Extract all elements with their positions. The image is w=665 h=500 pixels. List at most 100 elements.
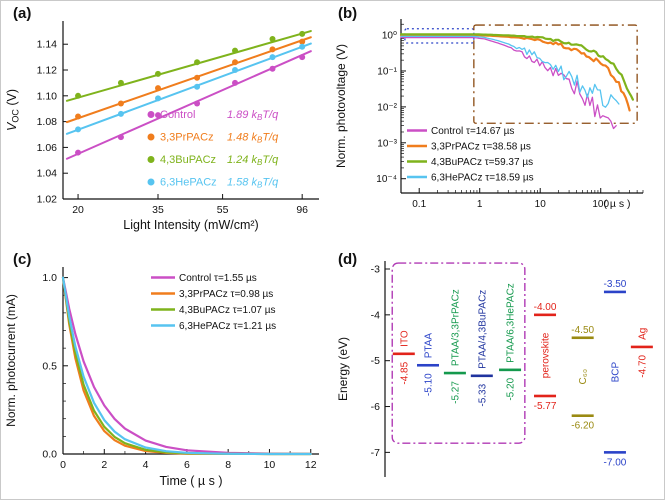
series-a	[65, 30, 312, 160]
axes-a: 1.02 1.04 1.06 1.08 1.10 1.12 1.14 20 35 55 96 Ligh…	[5, 21, 319, 232]
svg-text:PTAA/4,3BuPACz: PTAA/4,3BuPACz	[477, 290, 488, 369]
svg-text:10⁻⁴: 10⁻⁴	[376, 174, 397, 185]
svg-text:10⁻²: 10⁻²	[377, 102, 397, 113]
svg-text:6,3HePACz τ=18.59 µs: 6,3HePACz τ=18.59 µs	[431, 173, 534, 184]
svg-text:-5.10: -5.10	[424, 373, 435, 396]
energy-level-bar	[392, 352, 415, 356]
svg-text:0: 0	[60, 459, 66, 471]
svg-text:1.08: 1.08	[37, 116, 58, 128]
svg-text:1.0: 1.0	[42, 272, 57, 284]
svg-text:1: 1	[477, 199, 483, 210]
svg-text:100: 100	[592, 199, 609, 210]
svg-text:96: 96	[296, 204, 308, 216]
svg-text:-3.50: -3.50	[604, 279, 627, 290]
svg-text:1.24 kBT/q: 1.24 kBT/q	[227, 154, 279, 167]
svg-text:-5.20: -5.20	[506, 377, 517, 400]
svg-text:2: 2	[101, 459, 107, 471]
svg-text:1.10: 1.10	[37, 90, 58, 102]
svg-text:3,3PrPACz: 3,3PrPACz	[160, 132, 214, 144]
svg-text:1.89 kBT/q: 1.89 kBT/q	[227, 109, 279, 122]
svg-text:6,3HePACz τ=1.21 µs: 6,3HePACz τ=1.21 µs	[179, 321, 276, 332]
svg-text:35: 35	[152, 204, 164, 216]
svg-text:10⁻³: 10⁻³	[377, 138, 397, 149]
svg-text:-4.70: -4.70	[637, 354, 648, 377]
energy-level-bar	[571, 336, 594, 340]
transient-photovoltage-chart: 10⁰ 10⁻¹ 10⁻² 10⁻³ 10⁻⁴ 0.1 1 10 100( µ s ) Norm.…	[334, 19, 644, 210]
svg-text:-7: -7	[371, 447, 380, 459]
svg-text:6: 6	[184, 459, 190, 471]
svg-text:Control τ=1.55 µs: Control τ=1.55 µs	[179, 273, 257, 284]
htl-highlight-box	[391, 262, 526, 444]
annotation-boxes	[404, 24, 638, 124]
svg-text:BCP: BCP	[610, 362, 621, 383]
energy-level-bar	[499, 368, 522, 372]
energy-levels: -4.85 ITO -5.10 PTAA -5.27 PTAA/3,3PrPACz -5.3…	[392, 279, 653, 468]
svg-text:10: 10	[535, 199, 547, 210]
svg-text:-5.33: -5.33	[477, 383, 488, 406]
axes-d: -3 -4 -5 -6 -7 Energy (eV)	[336, 261, 390, 477]
energy-level-bar	[470, 374, 493, 378]
svg-text:-6: -6	[371, 401, 380, 413]
svg-text:-7.00: -7.00	[604, 457, 627, 468]
svg-text:PTAA/3,3PrPACz: PTAA/3,3PrPACz	[450, 289, 461, 366]
transient-photocurrent-chart: 0.0 0.5 1.0 0 2 4 6 8 10 12 Time ( µ s ) Norm. phot…	[4, 267, 319, 488]
legend-a: Control 1.89 kBT/q 3,3PrPACz 1.48 kBT/q 4,3B…	[147, 109, 279, 190]
svg-text:-4.00: -4.00	[534, 302, 557, 313]
energy-level-bar	[534, 313, 557, 317]
svg-text:perovskite: perovskite	[541, 332, 552, 378]
energy-level-bar	[534, 394, 557, 398]
series-c	[61, 276, 312, 456]
svg-text:0.0: 0.0	[42, 449, 57, 461]
svg-text:( µ s ): ( µ s )	[603, 198, 630, 210]
svg-text:Control τ=14.67 µs: Control τ=14.67 µs	[431, 126, 514, 137]
svg-text:-6.20: -6.20	[571, 421, 594, 432]
axes-b: 10⁰ 10⁻¹ 10⁻² 10⁻³ 10⁻⁴ 0.1 1 10 100( µ s ) Norm.…	[334, 19, 644, 210]
voc-light-intensity-chart: 1.02 1.04 1.06 1.08 1.10 1.12 1.14 20 35 55 96 Ligh…	[5, 21, 319, 232]
svg-text:0.5: 0.5	[42, 360, 57, 372]
panel-c-label: (c)	[13, 251, 32, 268]
svg-text:VOC (V): VOC (V)	[5, 89, 21, 131]
svg-text:-5: -5	[371, 355, 380, 367]
energy-level-bar	[603, 290, 626, 294]
svg-text:-5.77: -5.77	[534, 401, 557, 412]
svg-text:Norm. photovoltage (V): Norm. photovoltage (V)	[334, 44, 348, 168]
svg-text:-3: -3	[371, 264, 380, 276]
svg-text:ITO: ITO	[399, 330, 410, 347]
svg-text:-4.50: -4.50	[571, 325, 594, 336]
energy-level-diagram: -3 -4 -5 -6 -7 Energy (eV) -4.85 ITO -5.10 PTAA -5…	[336, 261, 653, 477]
svg-text:0.1: 0.1	[412, 199, 426, 210]
svg-text:4,3BuPACz τ=59.37 µs: 4,3BuPACz τ=59.37 µs	[431, 157, 533, 168]
svg-text:1.14: 1.14	[37, 39, 58, 51]
svg-text:Light Intensity (mW/cm²): Light Intensity (mW/cm²)	[123, 218, 258, 232]
svg-text:Energy (eV): Energy (eV)	[336, 337, 350, 401]
svg-text:1.48 kBT/q: 1.48 kBT/q	[227, 132, 279, 145]
svg-text:10⁻¹: 10⁻¹	[377, 66, 397, 77]
svg-text:8: 8	[225, 459, 231, 471]
svg-text:PTAA/6,3HePACz: PTAA/6,3HePACz	[506, 283, 517, 363]
svg-text:Time ( µ s ): Time ( µ s )	[160, 474, 223, 488]
svg-text:55: 55	[217, 204, 229, 216]
energy-level-bar	[443, 371, 466, 375]
svg-text:6,3HePACz: 6,3HePACz	[160, 177, 217, 189]
panel-a-label: (a)	[13, 5, 32, 22]
energy-level-bar	[417, 363, 440, 367]
svg-text:10⁰: 10⁰	[382, 31, 397, 42]
svg-text:1.06: 1.06	[37, 142, 58, 154]
energy-level-bar	[630, 345, 653, 349]
svg-text:20: 20	[72, 204, 84, 216]
svg-text:1.12: 1.12	[37, 65, 58, 77]
energy-level-bar	[603, 451, 626, 454]
legend-b: Control τ=14.67 µs 3,3PrPACz τ=38.58 µs 4,…	[407, 126, 534, 184]
panel-d-label: (d)	[338, 251, 358, 268]
svg-text:-4.85: -4.85	[399, 361, 410, 384]
svg-text:Control: Control	[160, 109, 195, 121]
svg-text:-5.27: -5.27	[450, 381, 461, 404]
svg-text:PTAA: PTAA	[424, 333, 435, 359]
svg-text:-4: -4	[371, 309, 380, 321]
energy-level-bar	[571, 414, 594, 417]
svg-text:12: 12	[305, 459, 317, 471]
svg-text:1.58 kBT/q: 1.58 kBT/q	[227, 177, 279, 190]
svg-text:1.04: 1.04	[37, 168, 58, 180]
svg-text:3,3PrPACz τ=0.98 µs: 3,3PrPACz τ=0.98 µs	[179, 289, 273, 300]
